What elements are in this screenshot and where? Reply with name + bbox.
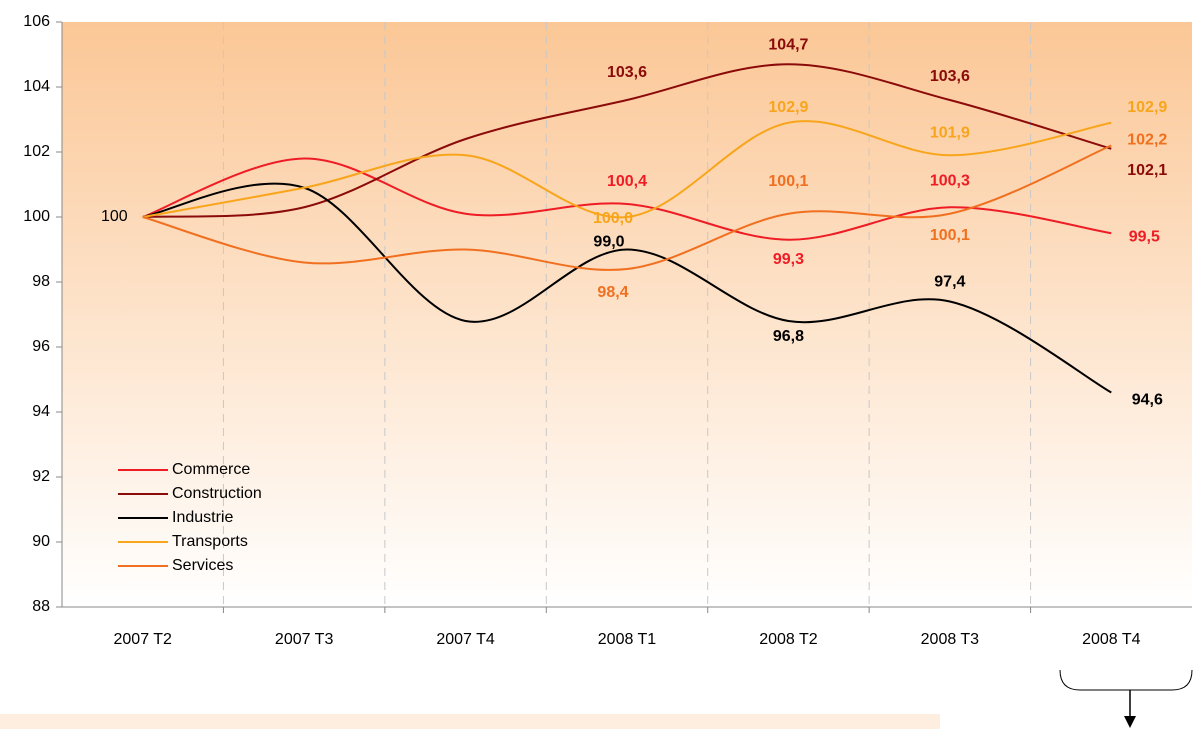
- legend-label: Commerce: [172, 461, 250, 478]
- data-label: 103,6: [607, 64, 647, 81]
- arrow-head: [1124, 716, 1136, 728]
- y-tick-label: 104: [23, 78, 50, 95]
- y-tick-label: 92: [32, 468, 50, 485]
- x-tick-label: 2008 T2: [759, 631, 818, 648]
- y-tick-label: 106: [23, 13, 50, 30]
- data-label: 100,1: [930, 227, 970, 244]
- x-tick-label: 2007 T3: [275, 631, 334, 648]
- data-label: 103,6: [930, 68, 970, 85]
- data-label: 102,2: [1127, 132, 1167, 149]
- y-tick-label: 96: [32, 338, 50, 355]
- footer-band: [0, 714, 940, 729]
- legend-label: Construction: [172, 485, 262, 502]
- data-label: 100,3: [930, 172, 970, 189]
- data-label: 104,7: [768, 36, 808, 53]
- legend-label: Transports: [172, 533, 248, 550]
- data-label: 100: [101, 208, 128, 225]
- plot-background: [62, 22, 1192, 607]
- x-tick-label: 2008 T4: [1082, 631, 1141, 648]
- series-line: [142, 157, 1112, 241]
- data-label: 101,9: [930, 124, 970, 141]
- data-label: 100,0: [593, 210, 633, 227]
- data-label: 100,4: [607, 173, 647, 190]
- y-tick-label: 94: [32, 403, 50, 420]
- data-label: 94,6: [1132, 392, 1163, 409]
- data-label: 99,5: [1129, 228, 1160, 245]
- data-label: 102,9: [768, 99, 808, 116]
- bracket: [1059, 669, 1193, 691]
- series-line: [142, 144, 1112, 271]
- series-line: [142, 120, 1112, 219]
- x-tick-label: 2007 T2: [114, 631, 173, 648]
- y-tick-label: 100: [23, 208, 50, 225]
- data-label: 96,8: [773, 328, 804, 345]
- data-label: 99,3: [773, 251, 804, 268]
- x-tick-label: 2008 T3: [921, 631, 980, 648]
- x-tick-label: 2008 T1: [598, 631, 657, 648]
- series-line: [142, 63, 1112, 218]
- data-label: 97,4: [934, 274, 965, 291]
- data-label: 98,4: [597, 284, 628, 301]
- data-label: 102,1: [1127, 162, 1167, 179]
- y-tick-label: 88: [32, 598, 50, 615]
- legend-label: Industrie: [172, 509, 233, 526]
- data-label: 102,9: [1127, 99, 1167, 116]
- data-label: 99,0: [593, 234, 624, 251]
- data-label: 100,1: [768, 173, 808, 190]
- y-tick-label: 102: [23, 143, 50, 160]
- y-tick-label: 90: [32, 533, 50, 550]
- x-tick-label: 2007 T4: [436, 631, 495, 648]
- legend-label: Services: [172, 557, 233, 574]
- y-tick-label: 98: [32, 273, 50, 290]
